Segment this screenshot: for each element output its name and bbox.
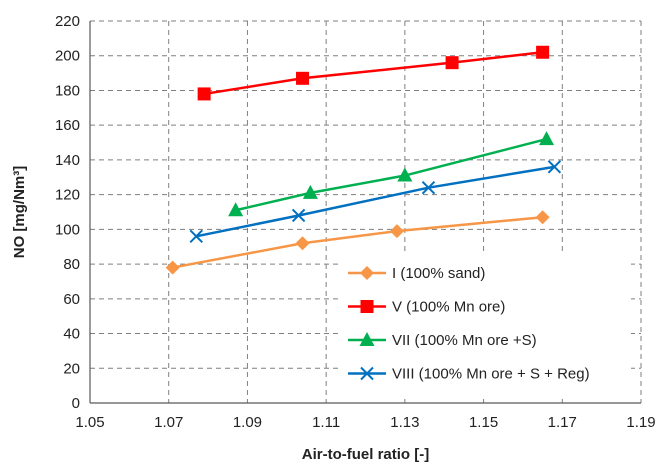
x-tick-label: 1.17 <box>548 414 577 431</box>
series-layer <box>165 45 562 275</box>
x-tick-label: 1.11 <box>312 414 340 431</box>
data-point <box>547 160 562 174</box>
data-point <box>189 229 203 244</box>
legend: I (100% sand) V (100% Mn ore) VII (100% Mn… <box>341 254 631 395</box>
legend-label: V (100% Mn ore) <box>392 299 505 316</box>
y-tick-label: 200 <box>55 48 80 65</box>
series-3 <box>228 131 555 217</box>
legend-item: VII (100% Mn ore +S) <box>348 332 537 349</box>
y-tick-label: 120 <box>55 187 80 204</box>
series-1 <box>165 210 550 275</box>
data-point <box>397 167 413 182</box>
y-tick-label: 140 <box>55 152 80 169</box>
legend-label: VIII (100% Mn ore + S + Reg) <box>392 366 590 383</box>
series-line <box>235 137 547 212</box>
data-point <box>445 56 459 70</box>
data-point <box>197 87 211 101</box>
y-tick-label: 0 <box>72 395 80 412</box>
y-tick-label: 160 <box>55 117 80 134</box>
series-line <box>172 215 543 269</box>
data-point <box>421 180 436 195</box>
data-point <box>536 45 550 59</box>
data-point <box>302 184 318 199</box>
series-line <box>196 165 555 238</box>
legend-label: I (100% sand) <box>392 265 485 282</box>
y-tick-label: 220 <box>55 13 80 30</box>
y-tick-label: 40 <box>63 326 80 343</box>
series-line <box>203 51 543 96</box>
legend-item: VIII (100% Mn ore + S + Reg) <box>348 366 590 383</box>
legend-label: VII (100% Mn ore +S) <box>392 332 537 349</box>
y-tick-label: 100 <box>55 221 80 238</box>
legend-item: I (100% sand) <box>348 265 485 282</box>
data-point <box>291 208 306 223</box>
y-tick-label: 80 <box>63 256 80 273</box>
y-tick-label: 60 <box>63 291 80 308</box>
legend-marker <box>360 300 374 313</box>
x-tick-label: 1.05 <box>75 414 104 431</box>
legend-marker <box>359 332 375 346</box>
y-axis-title: NO [mg/Nm³] <box>11 166 28 259</box>
y-tick-label: 20 <box>63 360 80 377</box>
y-tick-labels: 0 20 40 60 80 100 120 140 160 180 200 220 <box>55 13 80 412</box>
data-point <box>389 224 404 239</box>
data-point <box>295 236 310 251</box>
data-point <box>165 260 180 275</box>
legend-marker <box>360 266 374 280</box>
x-tick-label: 1.13 <box>390 414 419 431</box>
y-tick-label: 180 <box>55 82 80 99</box>
x-tick-label: 1.15 <box>469 414 498 431</box>
x-tick-label: 1.09 <box>233 414 262 431</box>
data-point <box>228 202 244 217</box>
legend-marker <box>360 366 374 381</box>
x-tick-labels: 1.05 1.07 1.09 1.11 1.13 1.15 1.17 1.19 <box>75 414 655 431</box>
x-tick-label: 1.19 <box>626 414 655 431</box>
x-axis-title: Air-to-fuel ratio [-] <box>302 446 429 463</box>
series-4 <box>189 160 562 244</box>
data-point <box>296 71 310 85</box>
axes <box>89 21 641 404</box>
data-point <box>535 210 550 225</box>
grid <box>90 20 642 403</box>
legend-background <box>341 254 631 395</box>
x-tick-label: 1.07 <box>154 414 183 431</box>
legend-item: V (100% Mn ore) <box>348 299 505 316</box>
data-point <box>539 131 555 146</box>
series-2 <box>197 45 550 101</box>
